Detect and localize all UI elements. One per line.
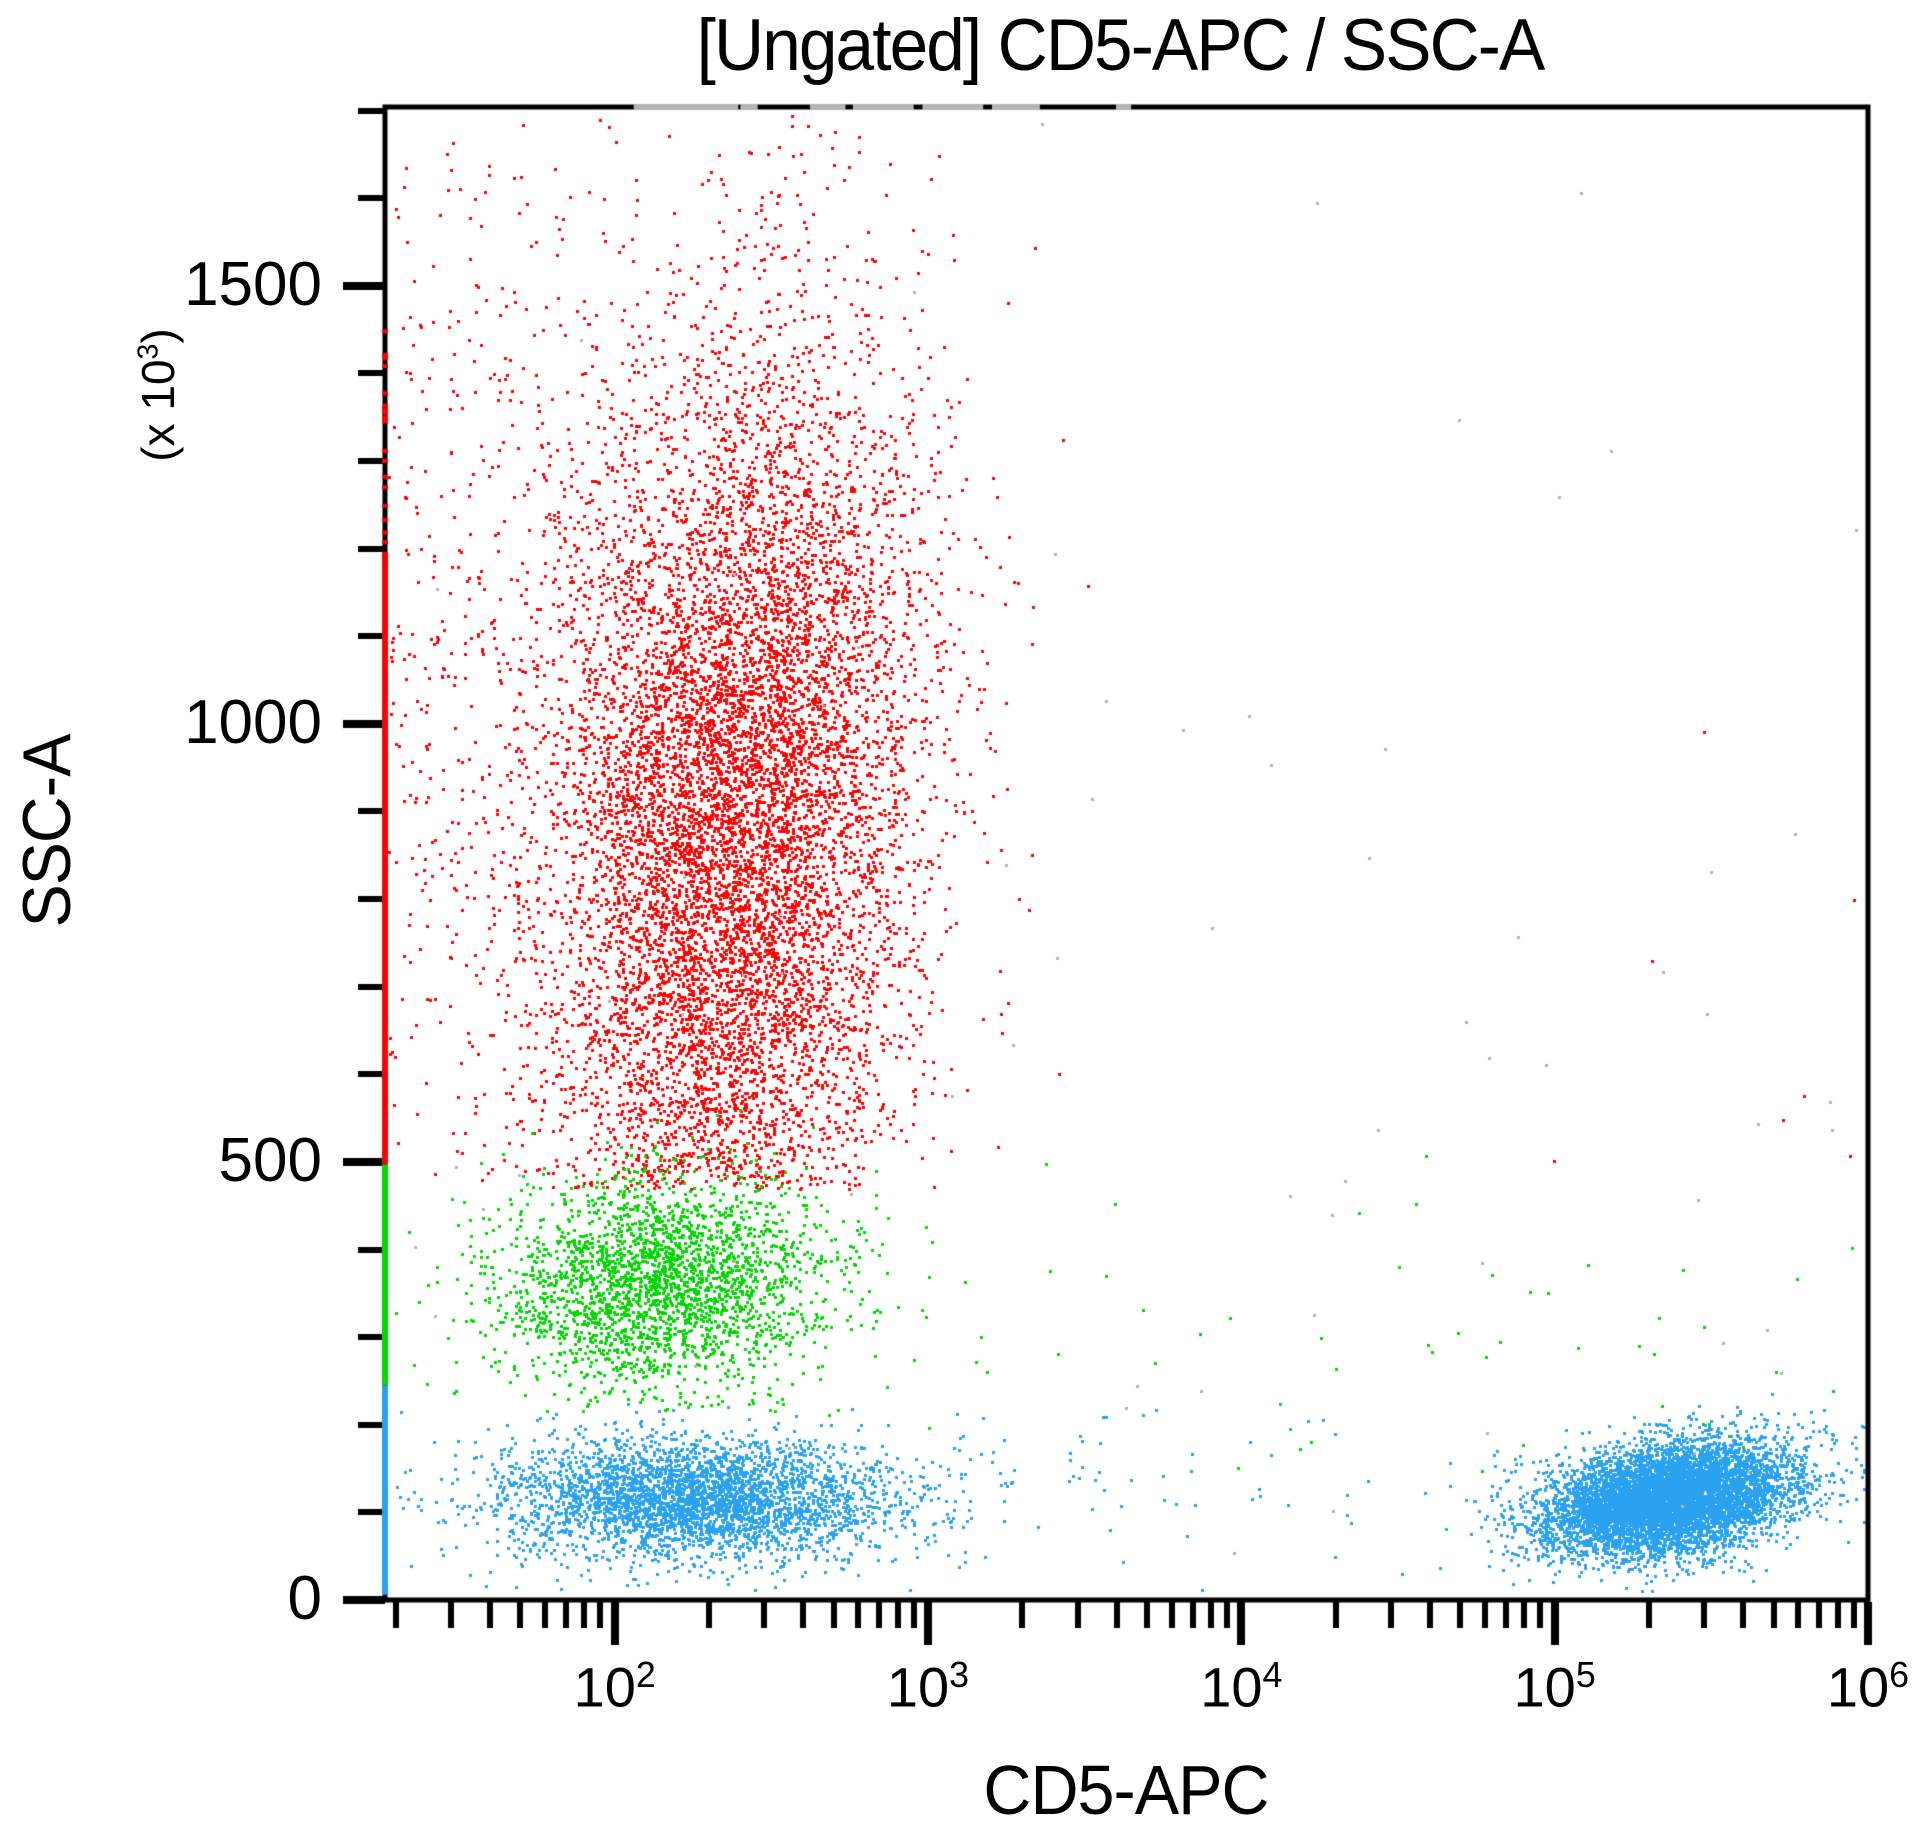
x-tick-base: 10 xyxy=(1200,1655,1263,1719)
y-tick-label-0: 0 xyxy=(287,1563,322,1633)
x-tick-base: 10 xyxy=(886,1655,950,1719)
x-tick-exponent: 6 xyxy=(1889,1655,1910,1695)
y-tick-label-500: 500 xyxy=(218,1125,322,1195)
y-tick-label-1500: 1500 xyxy=(184,249,322,319)
x-tick-base: 10 xyxy=(1826,1655,1890,1719)
x-tick-base: 10 xyxy=(573,1655,636,1719)
plot-title: [Ungated] CD5-APC / SSC-A xyxy=(696,5,1546,86)
x-tick-label-10e5: 105 xyxy=(1475,1655,1635,1719)
x-axis-label: CD5-APC xyxy=(983,1751,1269,1829)
x-tick-label-10e2: 102 xyxy=(535,1655,695,1719)
x-tick-label-10e4: 104 xyxy=(1161,1655,1321,1719)
y-axis-label: SSC-A xyxy=(9,734,85,928)
x-tick-exponent: 4 xyxy=(1262,1655,1283,1695)
x-tick-base: 10 xyxy=(1513,1655,1576,1719)
y-tick-label-1000: 1000 xyxy=(184,687,322,757)
x-tick-label-10e3: 103 xyxy=(848,1655,1008,1719)
x-tick-exponent: 2 xyxy=(635,1655,656,1695)
y-axis-multiplier-exponent: 3 xyxy=(132,343,165,360)
y-axis-multiplier-prefix: (x 10 xyxy=(132,359,184,462)
x-tick-exponent: 3 xyxy=(949,1655,970,1695)
y-axis-multiplier: (x 103) xyxy=(131,328,185,461)
y-axis-multiplier-suffix: ) xyxy=(132,328,184,344)
x-tick-exponent: 5 xyxy=(1575,1655,1596,1695)
x-tick-label-10e6: 106 xyxy=(1788,1655,1925,1719)
